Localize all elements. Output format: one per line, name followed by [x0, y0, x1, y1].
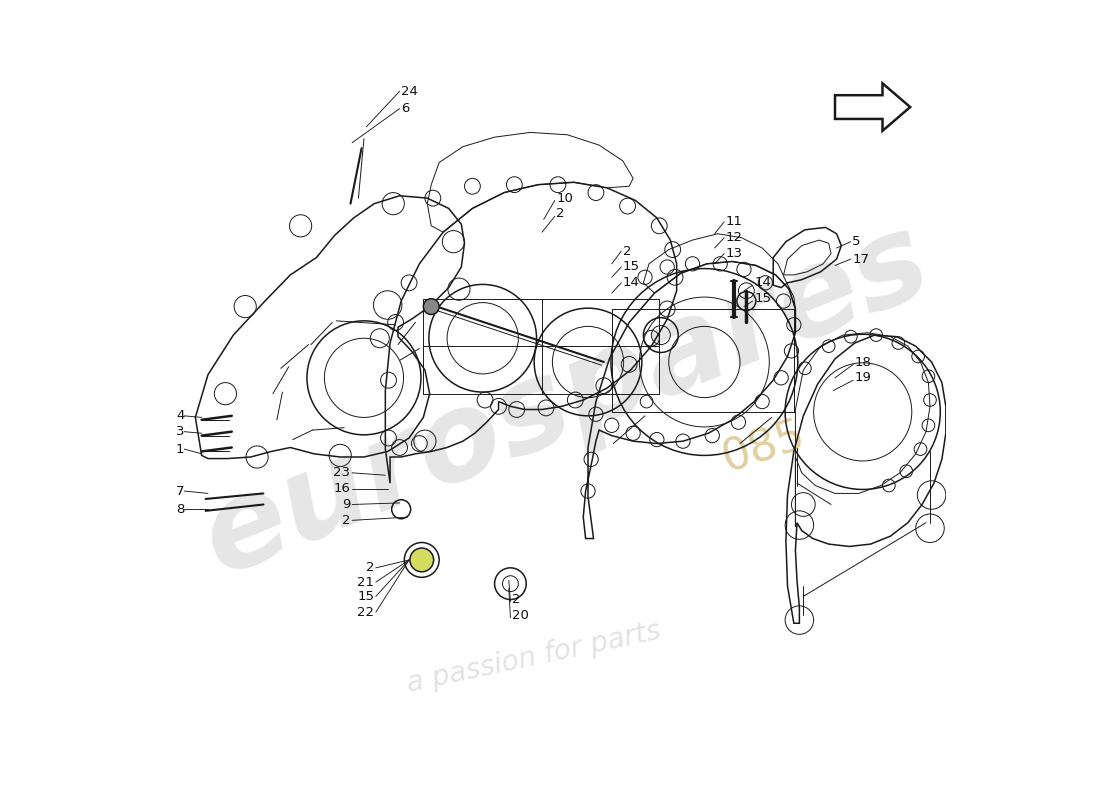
Text: 085: 085: [717, 414, 811, 481]
Text: 19: 19: [855, 371, 871, 384]
Text: 16: 16: [333, 482, 351, 495]
Text: 10: 10: [557, 192, 573, 205]
Text: 24: 24: [402, 85, 418, 98]
Text: 13: 13: [726, 247, 742, 260]
Text: 21: 21: [358, 575, 374, 589]
Text: 15: 15: [358, 590, 374, 603]
Text: 15: 15: [755, 292, 771, 305]
Text: 12: 12: [726, 231, 742, 244]
Text: 7: 7: [176, 485, 185, 498]
Text: 17: 17: [852, 253, 869, 266]
Text: 18: 18: [855, 355, 871, 369]
Text: 5: 5: [852, 235, 861, 248]
Text: 8: 8: [176, 502, 185, 516]
Text: eurospares: eurospares: [186, 201, 946, 599]
Text: 9: 9: [342, 498, 351, 511]
Text: 22: 22: [358, 606, 374, 618]
Text: 6: 6: [402, 102, 409, 115]
Text: 1: 1: [176, 442, 185, 455]
Circle shape: [410, 548, 433, 572]
Text: 2: 2: [366, 562, 374, 574]
Text: 14: 14: [755, 276, 771, 290]
Text: 2: 2: [342, 514, 351, 527]
Text: 20: 20: [512, 609, 529, 622]
Text: 11: 11: [726, 215, 742, 228]
Circle shape: [424, 298, 439, 314]
Text: 2: 2: [623, 245, 631, 258]
Text: 4: 4: [176, 410, 185, 422]
Text: a passion for parts: a passion for parts: [405, 617, 663, 698]
Text: 2: 2: [512, 593, 520, 606]
Text: 14: 14: [623, 276, 640, 290]
Text: 23: 23: [333, 466, 351, 479]
Text: 15: 15: [623, 261, 640, 274]
Text: 3: 3: [176, 425, 185, 438]
Text: 2: 2: [557, 207, 564, 221]
